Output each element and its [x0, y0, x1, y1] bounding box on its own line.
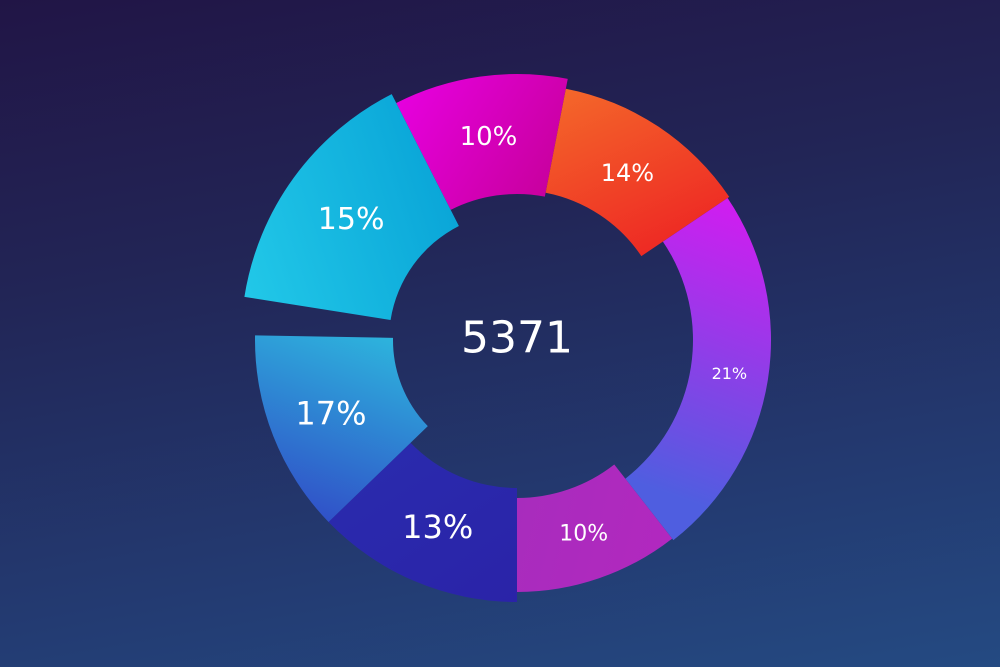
donut-segment: [396, 74, 568, 210]
segment-label: 15%: [318, 202, 385, 237]
segment-label: 14%: [601, 159, 654, 187]
donut-segment: [517, 464, 673, 592]
segment-label: 10%: [559, 521, 608, 546]
donut-segment: [328, 442, 517, 602]
center-total: 5371: [461, 313, 573, 364]
segment-label: 21%: [712, 364, 748, 383]
segment-label: 10%: [460, 122, 518, 152]
segment-labels: 10% 14% 21% 10% 13% 17% 15%: [295, 122, 747, 546]
donut-segments: [244, 74, 771, 602]
segment-label: 13%: [402, 508, 473, 546]
donut-segment: [625, 197, 771, 541]
donut-segment: [255, 335, 428, 523]
segment-label: 17%: [295, 394, 366, 432]
donut-segment: [244, 94, 459, 320]
donut-segment: [545, 88, 730, 257]
